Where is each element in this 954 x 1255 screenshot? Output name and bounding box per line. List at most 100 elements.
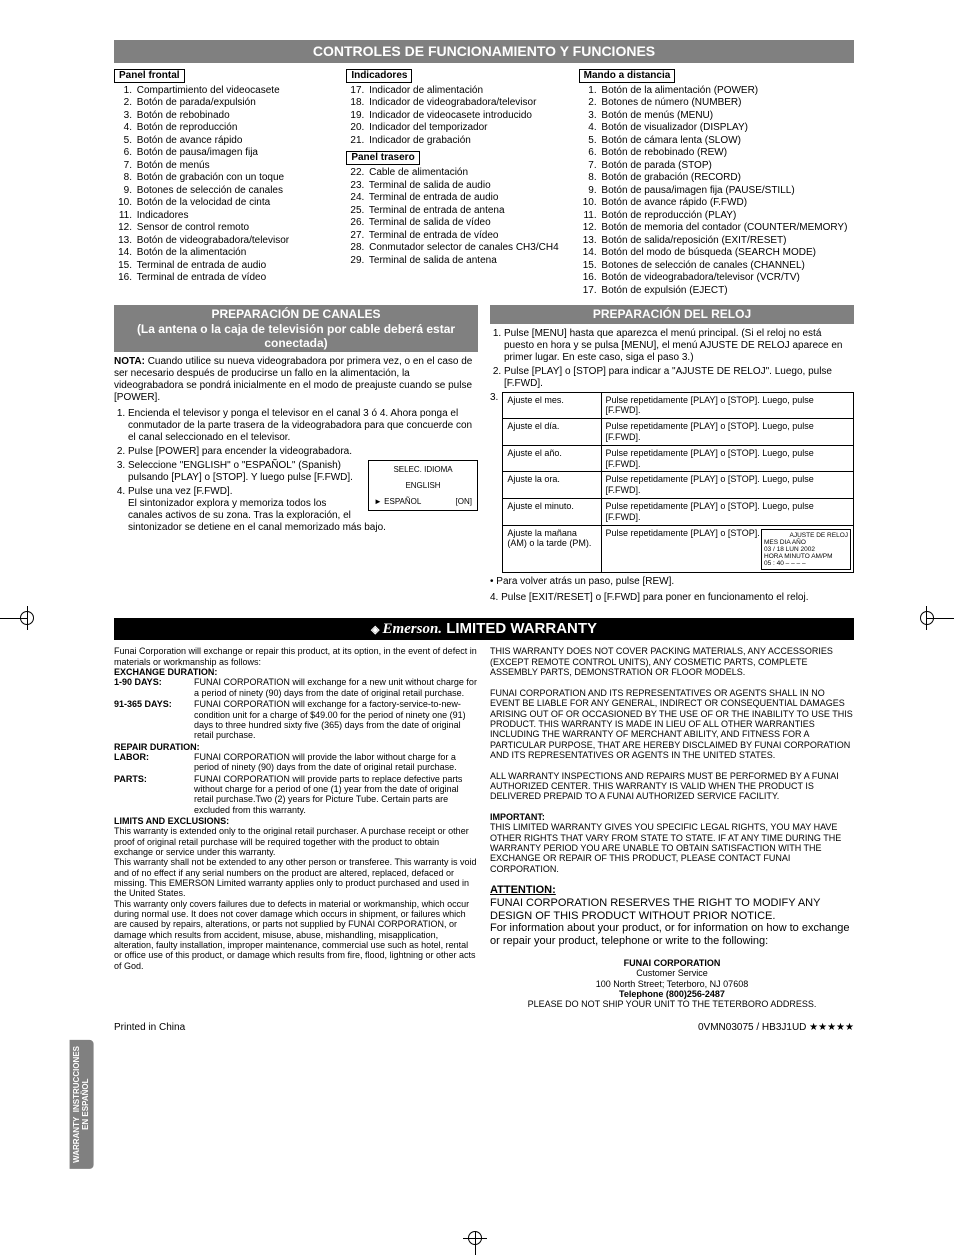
warranty-right: THIS WARRANTY DOES NOT COVER PACKING MAT… (490, 646, 854, 1009)
w-ship: PLEASE DO NOT SHIP YOUR UNIT TO THE TETE… (490, 999, 854, 1009)
sidetab-l1: WARRANTY (72, 1117, 81, 1163)
paragraph: This warranty only covers failures due t… (114, 899, 478, 971)
banner-prep-canales: PREPARACIÓN DE CANALES (La antena o la c… (114, 305, 478, 352)
col-panel-frontal: Panel frontal 1. Compartimiento del vide… (114, 69, 334, 298)
list-item: 4. Botón de visualizador (DISPLAY) (579, 122, 854, 135)
label-indicadores: Indicadores (346, 69, 412, 83)
list-item: 16. Terminal de entrada de vídeo (114, 272, 334, 285)
list-item: 8. Botón de grabación con un toque (114, 172, 334, 185)
list-item: 13. Botón de videograbadora/televisor (114, 235, 334, 248)
w-r2: FUNAI CORPORATION AND ITS REPRESENTATIVE… (490, 688, 854, 760)
step3-num: 3. (490, 392, 498, 574)
nota-text: Cuando utilice su nueva videograbadora p… (114, 356, 472, 403)
list-item: Pulse [PLAY] o [STOP] para indicar a "AJ… (504, 366, 854, 390)
w-r1: THIS WARRANTY DOES NOT COVER PACKING MAT… (490, 646, 854, 677)
list-item: 1-90 DAYS:FUNAI CORPORATION will exchang… (114, 677, 478, 698)
steps-reloj: Pulse [MENU] hasta que aparezca el menú … (490, 328, 854, 390)
list-item: 14. Botón de la alimentación (114, 247, 334, 260)
col-mando: Mando a distancia 1. Botón de la aliment… (579, 69, 854, 298)
list-item: 21. Indicador de grabación (346, 135, 566, 148)
w-exch-list: 1-90 DAYS:FUNAI CORPORATION will exchang… (114, 677, 478, 740)
reloj-step4: 4. Pulse [EXIT/RESET] o [F.FWD] para pon… (490, 592, 854, 604)
list-item: 22. Cable de alimentación (346, 167, 566, 180)
list-item: Pulse [MENU] hasta que aparezca el menú … (504, 328, 854, 364)
banner-warranty: ◈ Emerson. LIMITED WARRANTY (114, 618, 854, 640)
banner-prep-reloj: PREPARACIÓN DEL RELOJ (490, 305, 854, 323)
list-item: 23. Terminal de salida de audio (346, 180, 566, 193)
list-item: 24. Terminal de entrada de audio (346, 192, 566, 205)
label-mando: Mando a distancia (579, 69, 676, 83)
brand-emerson: Emerson. (382, 621, 442, 637)
label-panel-trasero: Panel trasero (346, 151, 419, 165)
col-indicadores: Indicadores 17. Indicador de alimentació… (346, 69, 566, 298)
table-row: Ajuste el día.Pulse repetidamente [PLAY]… (503, 419, 854, 446)
list-item: 12. Sensor de control remoto (114, 222, 334, 235)
controls-row: Panel frontal 1. Compartimiento del vide… (114, 69, 854, 298)
list-item: 11. Botón de reproducción (PLAY) (579, 210, 854, 223)
w-attn: FUNAI CORPORATION RESERVES THE RIGHT TO … (490, 897, 854, 922)
w-tel: Telephone (800)256-2487 (490, 989, 854, 999)
w-rep-list: LABOR:FUNAI CORPORATION will provide the… (114, 752, 478, 815)
list-item: 29. Terminal de salida de antena (346, 255, 566, 268)
banner-prep-canales-l2: (La antena o la caja de televisión por c… (137, 322, 455, 350)
table-row: Ajuste el minuto.Pulse repetidamente [PL… (503, 499, 854, 526)
list-item: 9. Botón de pausa/imagen fija (PAUSE/STI… (579, 185, 854, 198)
warranty-title: LIMITED WARRANTY (442, 620, 597, 637)
list-item: 27. Terminal de entrada de vídeo (346, 230, 566, 243)
w-corp: FUNAI CORPORATION (490, 958, 854, 968)
list-item: 17. Indicador de alimentación (346, 85, 566, 98)
list-item: 3. Botón de menús (MENU) (579, 110, 854, 123)
w-cs: Customer Service (490, 968, 854, 978)
list-indicadores: 17. Indicador de alimentación18. Indicad… (346, 85, 566, 148)
reloj-back: • Para volver atrás un paso, pulse [REW]… (490, 576, 854, 588)
list-item: 10. Botón de avance rápido (F.FWD) (579, 197, 854, 210)
sidetab-l2: INSTRUCCIONES (72, 1046, 81, 1112)
list-item: 8. Botón de grabación (RECORD) (579, 172, 854, 185)
list-item: 6. Botón de pausa/imagen fija (114, 147, 334, 160)
list-item: 3. Botón de rebobinado (114, 110, 334, 123)
list-item: 15. Botones de selección de canales (CHA… (579, 260, 854, 273)
nota-para: NOTA: Cuando utilice su nueva videograba… (114, 356, 478, 404)
table-row: Ajuste la ora.Pulse repetidamente [PLAY]… (503, 472, 854, 499)
list-item: PARTS:FUNAI CORPORATION will provide par… (114, 774, 478, 815)
list-item: 9. Botones de selección de canales (114, 185, 334, 198)
list-item: 17. Botón de expulsión (EJECT) (579, 285, 854, 298)
table-row: Ajuste el mes.Pulse repetidamente [PLAY]… (503, 392, 854, 419)
warranty-left: Funai Corporation will exchange or repai… (114, 646, 478, 1009)
list-item: 13. Botón de salida/reposición (EXIT/RES… (579, 235, 854, 248)
list-item: Encienda el televisor y ponga el televis… (128, 408, 478, 444)
clock-table-wrap: Ajuste el mes.Pulse repetidamente [PLAY]… (502, 392, 854, 574)
list-item: SELEC. IDIOMAENGLISH► ESPAÑOL[ON]Selecci… (128, 460, 478, 484)
footer-left: Printed in China (114, 1022, 185, 1034)
list-mando: 1. Botón de la alimentación (POWER)2. Bo… (579, 85, 854, 298)
idioma-box: SELEC. IDIOMAENGLISH► ESPAÑOL[ON] (368, 460, 478, 511)
steps-canales: Encienda el televisor y ponga el televis… (114, 408, 478, 534)
list-item: 25. Terminal de entrada de antena (346, 205, 566, 218)
list-item: 18. Indicador de videograbadora/televiso… (346, 97, 566, 110)
w-imp: THIS LIMITED WARRANTY GIVES YOU SPECIFIC… (490, 822, 854, 874)
list-panel-trasero: 22. Cable de alimentación23. Terminal de… (346, 167, 566, 267)
table-row: Ajuste la mañana (AM) o la tarde (PM).Pu… (503, 525, 854, 573)
list-item: 11. Indicadores (114, 210, 334, 223)
list-item: 6. Botón de rebobinado (REW) (579, 147, 854, 160)
w-exch-h: EXCHANGE DURATION: (114, 667, 478, 677)
list-item: 1. Botón de la alimentación (POWER) (579, 85, 854, 98)
paragraph: This warranty is extended only to the or… (114, 826, 478, 857)
w-imp-h: IMPORTANT: (490, 812, 854, 822)
footer-right: 0VMN03075 / HB3J1UD ★★★★★ (698, 1022, 854, 1034)
clock-table: Ajuste el mes.Pulse repetidamente [PLAY]… (502, 392, 854, 574)
sidetab-l3: EN ESPAÑOL (81, 1079, 90, 1130)
nota-label: NOTA: (114, 356, 145, 367)
step3-row: 3. Ajuste el mes.Pulse repetidamente [PL… (490, 392, 854, 574)
warranty-row: Funai Corporation will exchange or repai… (114, 646, 854, 1009)
w-addr: 100 North Street; Teterboro, NJ 07608 (490, 979, 854, 989)
list-item: Pulse [POWER] para encender la videograb… (128, 446, 478, 458)
w-lim-list: This warranty is extended only to the or… (114, 826, 478, 971)
list-item: 7. Botón de parada (STOP) (579, 160, 854, 173)
w-r3: ALL WARRANTY INSPECTIONS AND REPAIRS MUS… (490, 771, 854, 802)
list-item: 2. Botón de parada/expulsión (114, 97, 334, 110)
w-lim-h: LIMITS AND EXCLUSIONS: (114, 816, 478, 826)
list-item: 10. Botón de la velocidad de cinta (114, 197, 334, 210)
paragraph: This warranty shall not be extended to a… (114, 857, 478, 898)
list-item: 28. Conmutador selector de canales CH3/C… (346, 242, 566, 255)
